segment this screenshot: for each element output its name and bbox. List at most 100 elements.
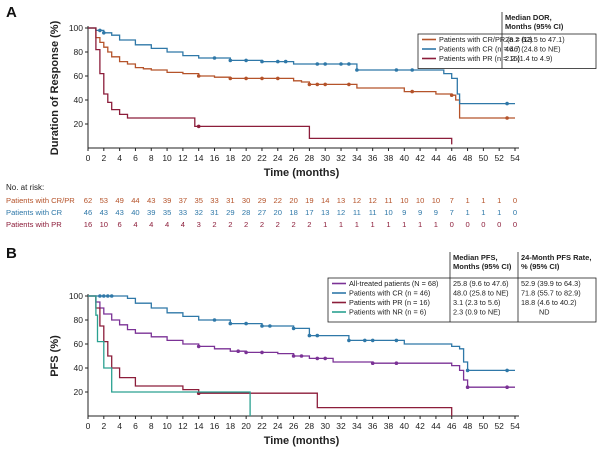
panel-b-legend-header: Months (95% CI)	[453, 262, 512, 271]
panel-a-at-risk-value: 53	[100, 196, 108, 205]
panel-a-at-risk-value: 12	[368, 196, 376, 205]
panel-a-at-risk-value: 13	[321, 208, 329, 217]
panel-a-at-risk-value: 4	[181, 220, 185, 229]
panel-a-at-risk-value: 1	[497, 196, 501, 205]
panel-a-at-risk-row-label: Patients with CR/PR	[6, 196, 75, 205]
panel-b-series-line-nr	[88, 295, 251, 416]
panel-a-x-tick-label: 4	[117, 153, 122, 163]
panel-b-x-tick-label: 36	[368, 421, 378, 431]
panel-a-at-risk-value: 1	[481, 208, 485, 217]
panel-a-at-risk-value: 62	[84, 196, 92, 205]
panel-b-censor-mark-all	[299, 354, 304, 358]
panel-b-censor-mark-all	[315, 356, 320, 361]
panel-a-censor-mark-cr	[339, 62, 343, 66]
panel-b-censor-mark-cr	[260, 324, 264, 328]
panel-a-at-risk-value: 20	[289, 196, 297, 205]
panel-a-x-tick-label: 40	[400, 153, 410, 163]
panel-b-legend-header-2: % (95% CI)	[521, 262, 560, 271]
panel-a-at-risk-value: 17	[305, 208, 313, 217]
panel-a-legend-header: Median DOR,	[505, 13, 552, 22]
panel-a-series-line-crpr	[88, 27, 515, 119]
panel-a-censor-mark-cr	[102, 31, 106, 35]
panel-a-at-risk-value: 49	[115, 196, 123, 205]
panel-b-x-tick-label: 40	[400, 421, 410, 431]
panel-a-x-tick-label: 18	[226, 153, 236, 163]
panel-a-at-risk-value: 1	[418, 220, 422, 229]
panel-a-at-risk-value: 2	[276, 220, 280, 229]
panel-a-at-risk-value: 43	[147, 196, 155, 205]
panel-b-x-tick-label: 50	[479, 421, 489, 431]
panel-b-censor-mark-cr	[394, 338, 399, 343]
panel-b-x-tick-label: 14	[194, 421, 204, 431]
panel-a-legend-box	[417, 33, 597, 69]
panel-b-x-tick-label: 6	[133, 421, 138, 431]
panel-b-series-line-pr	[88, 295, 453, 416]
panel-b-censor-mark-cr	[307, 333, 312, 338]
panel-b-censor-mark-all	[244, 350, 248, 355]
panel-b-x-tick-label: 34	[352, 421, 362, 431]
panel-a-at-risk-value: 13	[337, 196, 345, 205]
panel-b-censor-mark-all	[394, 361, 399, 366]
panel-b-legend-header: Median PFS,	[453, 253, 498, 262]
panel-a-at-risk-value: 1	[371, 220, 375, 229]
panel-a-at-risk-value: 35	[163, 208, 171, 217]
panel-b-y-tick-label: 40	[74, 363, 84, 373]
panel-a-censor-mark-cr	[394, 68, 399, 72]
panel-a-at-risk-value: 37	[179, 196, 187, 205]
panel-a-at-risk-value: 14	[321, 196, 329, 205]
panel-a-at-risk-value: 1	[497, 208, 501, 217]
panel-b-censor-mark-cr	[109, 294, 114, 298]
panel-a-at-risk-value: 0	[513, 220, 517, 229]
panel-a-at-risk-value: 2	[228, 220, 232, 229]
panel-a-at-risk-value: 0	[513, 196, 517, 205]
panel-b-x-tick-label: 48	[463, 421, 473, 431]
panel-a-at-risk-value: 29	[258, 196, 266, 205]
panel-b-legend-median: 2.3 (0.9 to NE)	[453, 308, 500, 317]
panel-a-at-risk-value: 10	[100, 220, 108, 229]
panel-b-label: B	[6, 245, 17, 262]
panel-a-censor-mark-crpr	[323, 82, 328, 87]
panel-a-x-tick-label: 30	[320, 153, 330, 163]
panel-b-legend-median: 3.1 (2.3 to 5.6)	[453, 298, 500, 307]
panel-b-legend-median: 25.8 (9.6 to 47.6)	[453, 279, 509, 288]
panel-a-censor-mark-crpr	[260, 76, 264, 81]
panel-a-at-risk-value: 43	[115, 208, 123, 217]
panel-a-at-risk-value: 6	[118, 220, 122, 229]
panel-b-censor-mark-cr	[315, 333, 320, 338]
panel-b-censor-mark-all	[291, 354, 296, 358]
panel-b-x-tick-label: 8	[149, 421, 154, 431]
panel-a-censor-mark-cr	[283, 59, 288, 64]
panel-a-x-tick-label: 22	[257, 153, 267, 163]
panel-b-censor-mark-cr	[465, 368, 470, 373]
panel-a-censor-mark-crpr	[347, 82, 351, 87]
panel-a-at-risk-value: 1	[481, 196, 485, 205]
panel-a-at-risk-value: 1	[434, 220, 438, 229]
panel-a-x-tick-label: 38	[384, 153, 394, 163]
panel-b-censor-mark-all	[465, 385, 470, 390]
panel-a-censor-mark-cr	[98, 28, 102, 33]
panel-a-x-tick-label: 2	[101, 153, 106, 163]
panel-a-at-risk-value: 28	[242, 208, 250, 217]
panel-a-at-risk-value: 9	[434, 208, 438, 217]
panel-b-censor-mark-cr	[363, 338, 367, 343]
panel-b-x-tick-label: 16	[210, 421, 220, 431]
panel-a-at-risk-value: 11	[385, 196, 393, 205]
panel-a-censor-mark-crpr	[228, 76, 233, 81]
panel-b-legend-rate24: 71.8 (55.7 to 82.9)	[521, 289, 581, 298]
panel-b-x-tick-label: 52	[494, 421, 504, 431]
panel-a-at-risk-value: 1	[402, 220, 406, 229]
panel-b-legend-rate24: 52.9 (39.9 to 64.3)	[521, 279, 581, 288]
panel-b-legend-entry: All-treated patients (N = 68)	[349, 279, 438, 288]
panel-a-y-tick-label: 80	[74, 47, 84, 57]
panel-a-at-risk-value: 9	[418, 208, 422, 217]
panel-a-legend-median: 46.7 (24.8 to NE)	[505, 45, 561, 54]
panel-a-y-tick-label: 60	[74, 71, 84, 81]
panel-b-x-axis-label: Time (months)	[264, 435, 340, 447]
panel-a-at-risk-value: 20	[274, 208, 282, 217]
panel-a-at-risk-value: 31	[226, 196, 234, 205]
panel-a-at-risk-value: 39	[163, 196, 171, 205]
panel-b-x-tick-label: 10	[162, 421, 172, 431]
panel-b-x-tick-label: 28	[305, 421, 315, 431]
panel-a-censor-mark-crpr	[196, 74, 201, 78]
panel-a-at-risk-value: 27	[258, 208, 266, 217]
